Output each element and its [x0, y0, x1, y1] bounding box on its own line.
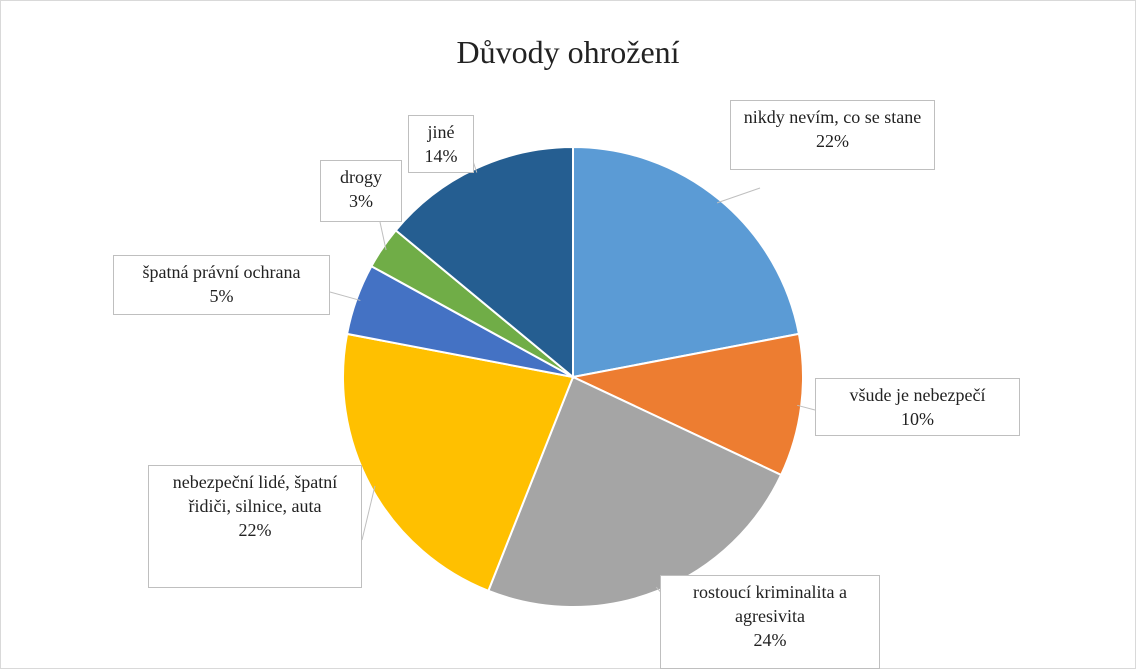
label-value: 22% — [816, 131, 849, 151]
leader-line — [716, 187, 761, 204]
pie-slice — [342, 332, 575, 593]
label-category: všude je nebezpečí — [849, 385, 986, 405]
label-value: 22% — [238, 520, 272, 540]
data-label: nebezpeční lidé, špatní řidiči, silnice,… — [148, 465, 362, 588]
label-category: rostoucí kriminalita a agresivita — [693, 582, 847, 626]
leader-line — [329, 291, 361, 301]
label-category: nebezpeční lidé, špatní řidiči, silnice,… — [172, 472, 338, 516]
data-label: drogy 3% — [320, 160, 402, 222]
data-label: rostoucí kriminalita a agresivita 24% — [660, 575, 880, 669]
leader-line — [797, 404, 816, 411]
data-label: nikdy nevím, co se stane 22% — [730, 100, 935, 170]
pie-slice — [569, 332, 804, 477]
label-value: 3% — [349, 191, 373, 211]
data-label: jiné 14% — [408, 115, 474, 173]
pie-slice — [487, 375, 783, 608]
label-category: špatná právní ochrana — [142, 262, 301, 282]
chart-title: Důvody ohrožení — [456, 34, 680, 70]
label-value: 14% — [424, 146, 458, 166]
label-value: 24% — [753, 630, 787, 650]
label-category: jiné — [427, 122, 455, 142]
leader-line — [361, 485, 376, 541]
pie-slice — [572, 145, 801, 379]
data-label: všude je nebezpečí 10% — [815, 378, 1020, 436]
data-label: špatná právní ochrana 5% — [113, 255, 330, 315]
label-value: 5% — [209, 286, 234, 306]
label-category: nikdy nevím, co se stane — [743, 107, 922, 127]
label-category: drogy — [340, 167, 382, 187]
leader-line — [379, 221, 387, 251]
label-value: 10% — [901, 409, 934, 429]
